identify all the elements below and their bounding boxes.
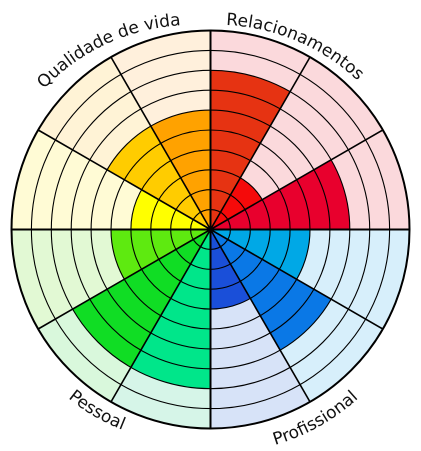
grid-spoke-5	[209, 229, 311, 403]
slice-value-0-2	[210, 159, 350, 230]
slice-value-1-2	[210, 229, 251, 310]
slice-value-3-2	[150, 110, 211, 230]
grid-spoke-4	[210, 228, 384, 330]
slice-value-0-0	[210, 70, 291, 230]
grid-spoke-7	[110, 229, 212, 403]
slice-value-2-0	[130, 229, 211, 389]
grid-spoke-1	[209, 56, 311, 230]
slice-value-1-0	[210, 229, 310, 280]
slice-background-0-1	[210, 57, 383, 230]
grid-layer	[10, 29, 411, 430]
grid-spoke-10	[37, 129, 211, 231]
slice-value-2-2	[111, 229, 211, 280]
slice-value-1-1	[210, 229, 332, 351]
slice-value-3-0	[130, 189, 211, 230]
grid-spoke-11	[110, 56, 212, 230]
slice-layer	[11, 30, 410, 429]
slice-value-0-1	[210, 177, 263, 230]
grid-spoke-8	[37, 228, 211, 330]
slice-value-2-1	[72, 229, 211, 368]
grid-spoke-2	[210, 129, 384, 231]
slice-value-3-1	[107, 126, 211, 230]
